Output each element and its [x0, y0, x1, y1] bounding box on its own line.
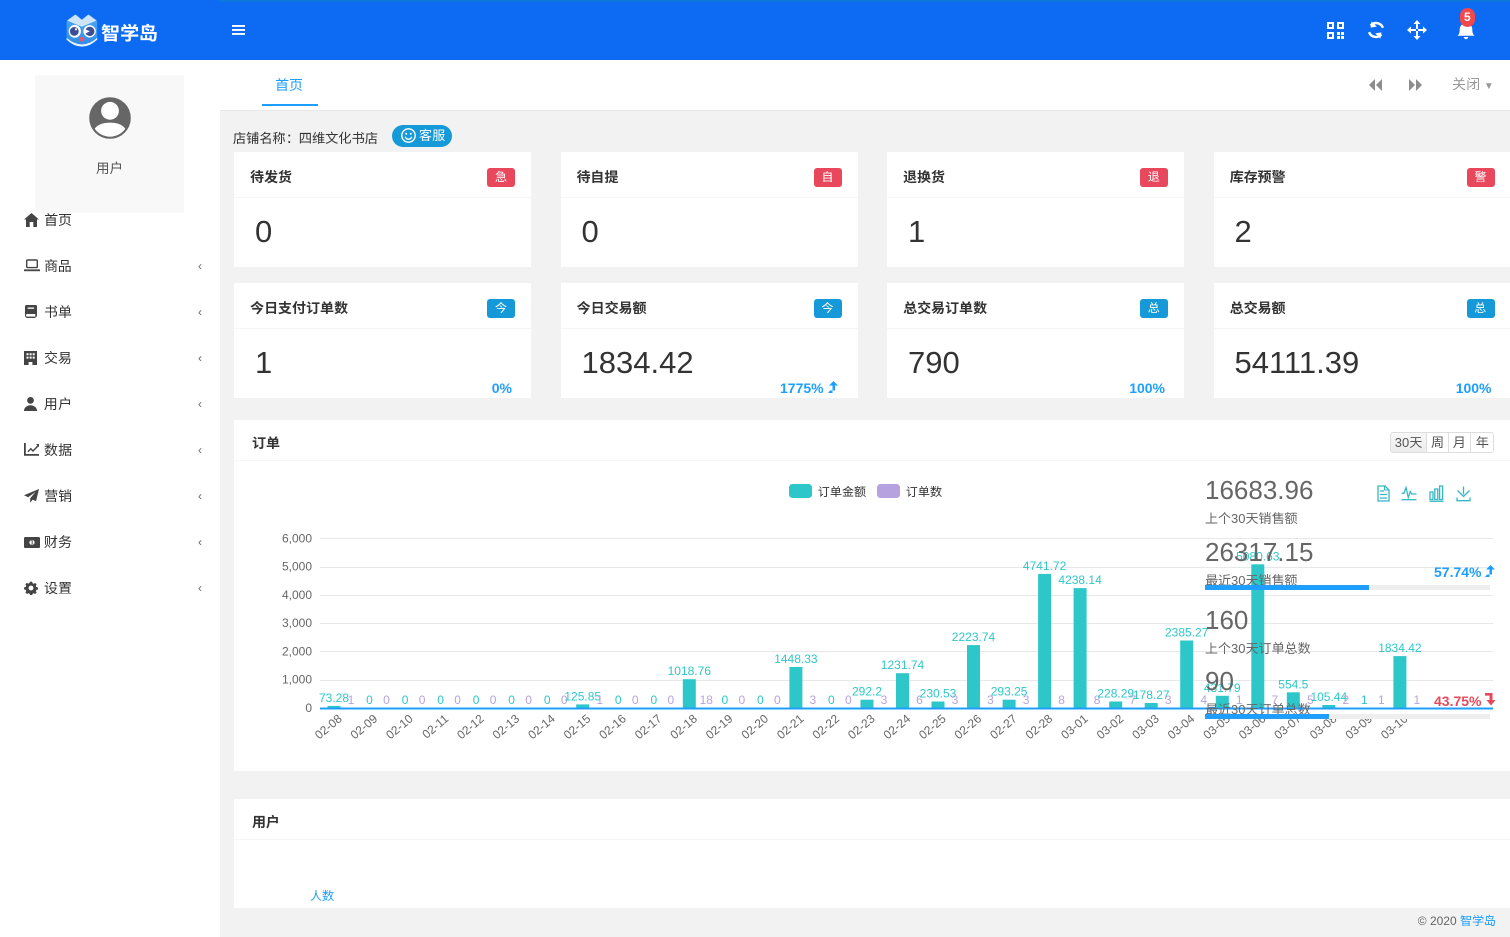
svg-text:2385.27: 2385.27 — [1165, 626, 1209, 640]
svg-text:0: 0 — [437, 693, 444, 707]
svg-text:7: 7 — [1271, 693, 1278, 707]
svg-text:5,000: 5,000 — [282, 560, 312, 574]
svg-text:3: 3 — [1023, 693, 1030, 707]
svg-text:02-27: 02-27 — [987, 711, 1020, 742]
svg-text:2223.74: 2223.74 — [952, 630, 996, 644]
svg-text:1018.76: 1018.76 — [668, 664, 712, 678]
svg-text:0: 0 — [632, 693, 639, 707]
svg-text:2,000: 2,000 — [282, 644, 312, 658]
svg-text:0: 0 — [366, 693, 373, 707]
svg-text:02-14: 02-14 — [525, 711, 558, 742]
svg-text:292.2: 292.2 — [852, 685, 882, 699]
svg-text:02-22: 02-22 — [810, 711, 843, 742]
svg-text:02-11: 02-11 — [419, 711, 451, 741]
svg-text:0: 0 — [757, 693, 764, 707]
svg-text:02-13: 02-13 — [490, 711, 523, 742]
svg-text:03-01: 03-01 — [1058, 711, 1091, 742]
svg-text:0: 0 — [721, 693, 728, 707]
svg-text:02-25: 02-25 — [916, 711, 949, 742]
svg-text:230.53: 230.53 — [920, 687, 957, 701]
svg-text:2: 2 — [1342, 693, 1349, 707]
svg-text:1231.74: 1231.74 — [881, 658, 925, 672]
svg-text:1: 1 — [30, 541, 34, 547]
svg-text:02-16: 02-16 — [596, 711, 629, 742]
svg-text:03-04: 03-04 — [1165, 711, 1198, 742]
svg-text:8: 8 — [1094, 693, 1101, 707]
svg-text:02-10: 02-10 — [383, 711, 416, 742]
svg-text:02-08: 02-08 — [312, 711, 345, 742]
svg-text:0: 0 — [402, 693, 409, 707]
svg-text:1: 1 — [1378, 693, 1385, 707]
svg-text:0: 0 — [490, 693, 497, 707]
svg-text:0: 0 — [544, 693, 551, 707]
svg-text:228.29: 228.29 — [1097, 687, 1134, 701]
svg-text:1: 1 — [596, 693, 603, 707]
svg-text:4,000: 4,000 — [282, 588, 312, 602]
svg-text:0: 0 — [650, 693, 657, 707]
svg-text:125.85: 125.85 — [564, 689, 601, 703]
svg-text:0: 0 — [383, 693, 390, 707]
svg-text:02-23: 02-23 — [845, 711, 878, 742]
svg-text:3,000: 3,000 — [282, 616, 312, 630]
svg-text:02-12: 02-12 — [454, 711, 487, 742]
svg-text:0: 0 — [845, 693, 852, 707]
svg-text:1: 1 — [348, 693, 355, 707]
svg-text:02-09: 02-09 — [348, 711, 381, 742]
svg-text:02-21: 02-21 — [774, 711, 807, 742]
svg-text:8: 8 — [1058, 693, 1065, 707]
svg-text:554.5: 554.5 — [1278, 677, 1308, 691]
svg-text:293.25: 293.25 — [991, 685, 1028, 699]
svg-text:1: 1 — [1361, 693, 1368, 707]
svg-text:03-02: 03-02 — [1094, 711, 1127, 742]
svg-text:3: 3 — [1165, 693, 1172, 707]
svg-text:0: 0 — [454, 693, 461, 707]
svg-text:105.44: 105.44 — [1310, 690, 1347, 704]
svg-text:02-26: 02-26 — [952, 711, 985, 742]
svg-text:0: 0 — [828, 693, 835, 707]
svg-text:0: 0 — [305, 701, 312, 715]
svg-text:5080.63: 5080.63 — [1236, 549, 1280, 563]
svg-text:3: 3 — [987, 693, 994, 707]
svg-text:73.28: 73.28 — [319, 691, 349, 705]
svg-text:1448.33: 1448.33 — [774, 652, 818, 666]
svg-text:0: 0 — [561, 693, 568, 707]
svg-text:6,000: 6,000 — [282, 531, 312, 545]
svg-text:02-20: 02-20 — [739, 711, 772, 742]
svg-text:02-15: 02-15 — [561, 711, 594, 742]
svg-text:431.79: 431.79 — [1204, 681, 1241, 695]
svg-text:02-17: 02-17 — [632, 711, 665, 742]
svg-text:03-03: 03-03 — [1129, 711, 1162, 742]
svg-text:18: 18 — [700, 693, 714, 707]
svg-text:3: 3 — [810, 693, 817, 707]
svg-text:02-19: 02-19 — [703, 711, 736, 742]
svg-text:0: 0 — [738, 693, 745, 707]
svg-text:0: 0 — [774, 693, 781, 707]
svg-text:0: 0 — [419, 693, 426, 707]
svg-text:02-18: 02-18 — [667, 711, 700, 742]
svg-text:6: 6 — [916, 693, 923, 707]
svg-text:3: 3 — [881, 693, 888, 707]
svg-text:02-24: 02-24 — [881, 711, 914, 742]
svg-text:02-28: 02-28 — [1023, 711, 1056, 742]
svg-text:1: 1 — [1414, 693, 1421, 707]
svg-text:4741.72: 4741.72 — [1023, 559, 1067, 573]
svg-text:0: 0 — [615, 693, 622, 707]
svg-text:0: 0 — [473, 693, 480, 707]
svg-text:3: 3 — [952, 693, 959, 707]
svg-text:1: 1 — [1236, 693, 1243, 707]
svg-text:0: 0 — [508, 693, 515, 707]
svg-text:7: 7 — [1129, 693, 1136, 707]
svg-text:5: 5 — [1307, 693, 1314, 707]
svg-text:0: 0 — [525, 693, 532, 707]
svg-text:1,000: 1,000 — [282, 673, 312, 687]
svg-text:178.27: 178.27 — [1133, 688, 1170, 702]
svg-text:4: 4 — [1200, 693, 1207, 707]
svg-text:1834.42: 1834.42 — [1378, 641, 1422, 655]
svg-text:4238.14: 4238.14 — [1058, 573, 1102, 587]
svg-text:0: 0 — [667, 693, 674, 707]
